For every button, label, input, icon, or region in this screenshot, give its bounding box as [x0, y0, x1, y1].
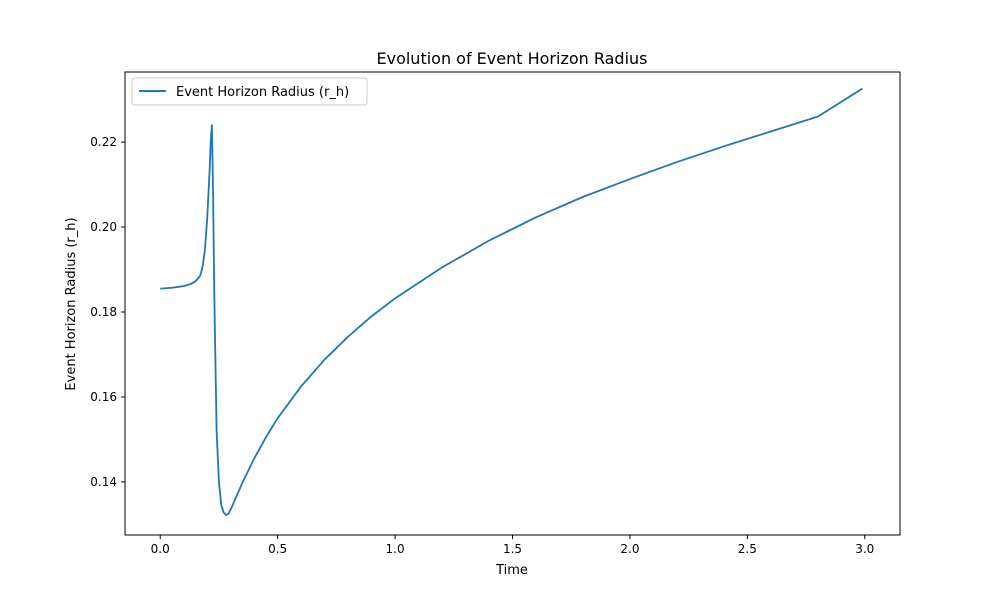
x-tick-label: 2.0 [620, 542, 639, 556]
chart-title: Evolution of Event Horizon Radius [376, 49, 647, 68]
legend: Event Horizon Radius (r_h) [131, 77, 368, 106]
x-tick-label: 0.0 [151, 542, 170, 556]
legend-entry-label: Event Horizon Radius (r_h) [176, 85, 349, 100]
x-tick-label: 1.5 [503, 542, 522, 556]
x-tick-label: 3.0 [855, 542, 874, 556]
y-tick-label: 0.16 [90, 390, 117, 404]
y-tick-label: 0.14 [90, 475, 117, 489]
plot-area: 0.0 0.5 1.0 1.5 2.0 2.5 3.0 0.14 0.16 0.18 0.20 0.2… [90, 71, 901, 556]
x-tick-label: 1.0 [386, 542, 405, 556]
x-axis-label: Time [495, 563, 528, 578]
y-axis-label: Event Horizon Radius (r_h) [64, 217, 79, 390]
y-tick-label: 0.18 [90, 305, 117, 319]
legend-frame [131, 77, 368, 106]
axes-frame [124, 71, 901, 536]
y-tick-label: 0.22 [90, 135, 117, 149]
series-line [160, 87, 863, 516]
x-tick-label: 0.5 [268, 542, 287, 556]
x-tick-label: 2.5 [738, 542, 757, 556]
y-tick-label: 0.20 [90, 220, 117, 234]
